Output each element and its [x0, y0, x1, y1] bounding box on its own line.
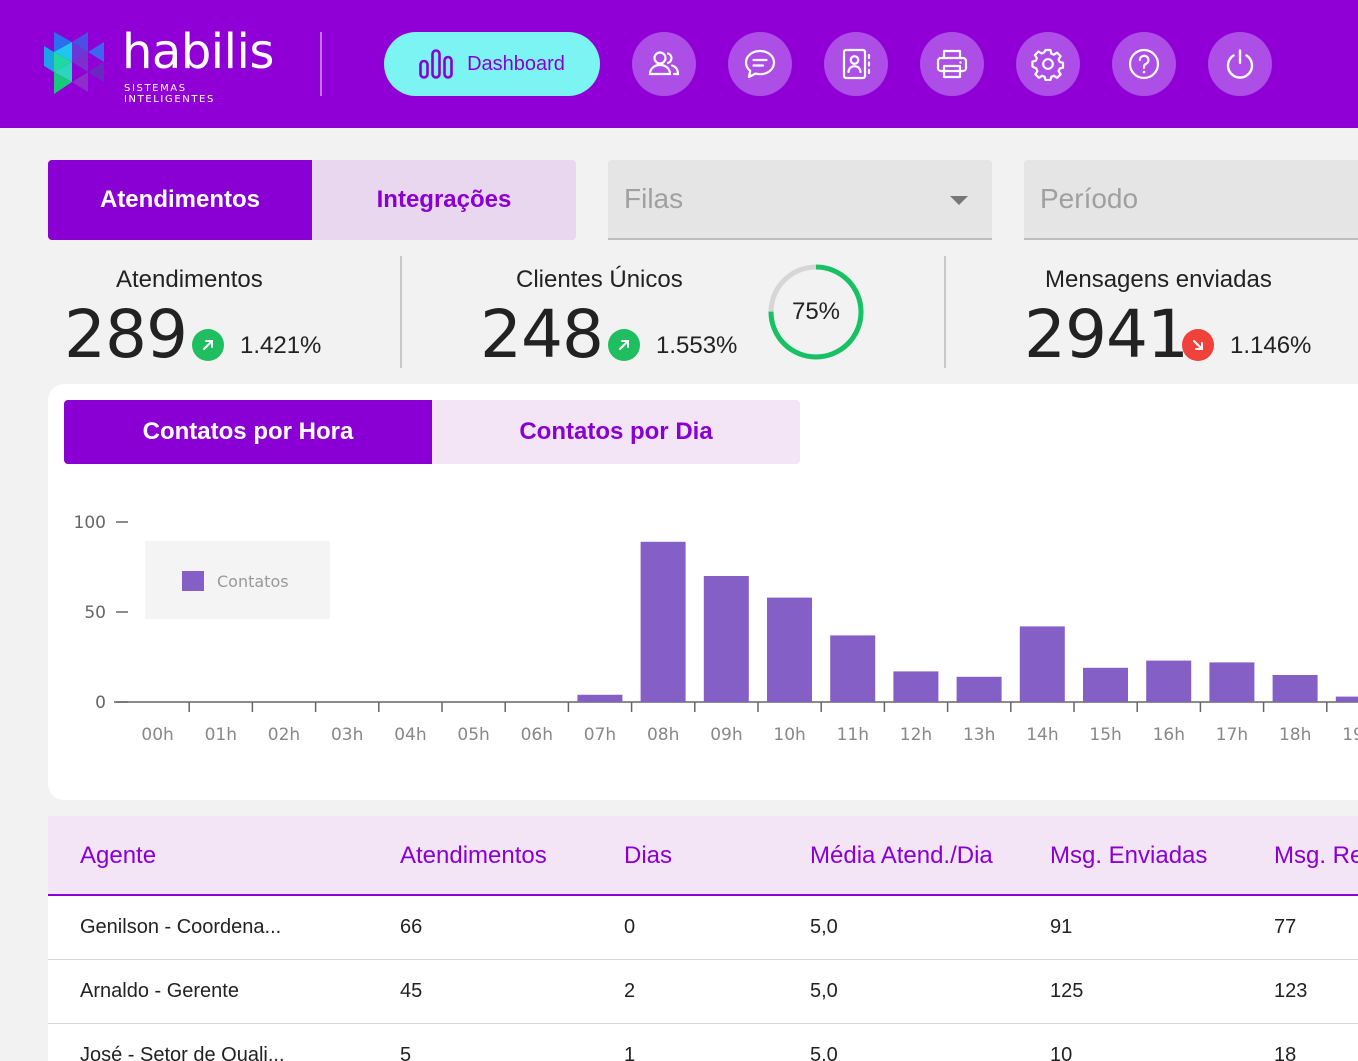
table-row[interactable]: Genilson - Coordena... 66 0 5,0 91 77	[48, 896, 1358, 960]
header-divider	[320, 32, 322, 96]
queue-select-placeholder: Filas	[624, 183, 684, 214]
column-header-media[interactable]: Média Atend./Dia	[810, 842, 993, 869]
table-cell-media: 5,0	[810, 1044, 838, 1061]
help-icon	[1128, 48, 1160, 80]
column-header-agente[interactable]: Agente	[80, 842, 157, 869]
table-cell-dias: 0	[624, 916, 636, 938]
table-cell-msg-recebidas: 123	[1274, 980, 1308, 1002]
nav-contacts-button[interactable]	[824, 32, 888, 96]
chat-icon	[744, 49, 776, 79]
nav-help-button[interactable]	[1112, 32, 1176, 96]
stat-atendimentos-label: Atendimentos	[116, 266, 263, 293]
table-cell-msg-enviadas: 91	[1050, 916, 1073, 938]
table-cell-atendimentos: 45	[400, 980, 423, 1002]
app-header: habilis SISTEMAS INTELIGENTES Dashboard	[0, 0, 1358, 128]
trend-up-icon	[192, 329, 224, 361]
stat-divider	[400, 256, 402, 368]
column-header-dias[interactable]: Dias	[624, 842, 673, 869]
table-cell-msg-enviadas: 125	[1050, 980, 1084, 1002]
table-cell-msg-recebidas: 18	[1274, 1044, 1297, 1061]
tab-integracoes[interactable]: Integrações	[312, 160, 576, 240]
table-cell-dias: 2	[624, 980, 636, 1002]
clientes-progress-ring	[768, 264, 864, 360]
stat-mensagens-change: 1.146%	[1230, 332, 1312, 359]
tab-contatos-por-hora[interactable]: Contatos por Hora	[64, 400, 432, 464]
nav-chat-button[interactable]	[728, 32, 792, 96]
nav-dashboard-button[interactable]: Dashboard	[384, 32, 600, 96]
table-cell-msg-recebidas: 77	[1274, 916, 1297, 938]
stat-clientes-value: 248	[480, 296, 604, 373]
nav-settings-button[interactable]	[1016, 32, 1080, 96]
stat-divider	[944, 256, 946, 368]
bar-chart-icon	[419, 49, 453, 79]
habilis-logo[interactable]: habilis SISTEMAS INTELIGENTES	[42, 24, 282, 105]
report-type-tabs: Atendimentos Integrações	[48, 160, 576, 240]
users-icon	[648, 51, 680, 76]
table-cell-media: 5,0	[810, 980, 838, 1002]
queue-select[interactable]: Filas	[608, 160, 992, 240]
nav-dashboard-label: Dashboard	[467, 52, 565, 75]
table-cell-msg-enviadas: 10	[1050, 1044, 1073, 1061]
tab-contatos-por-dia[interactable]: Contatos por Dia	[432, 400, 800, 464]
trend-down-icon	[1182, 329, 1214, 361]
table-row[interactable]: José - Setor de Quali... 5 1 5,0 10 18	[48, 1024, 1358, 1061]
table-cell-atendimentos: 5	[400, 1044, 412, 1061]
nav-users-button[interactable]	[632, 32, 696, 96]
stat-atendimentos-value: 289	[64, 296, 188, 373]
period-select-placeholder: Período	[1040, 183, 1139, 214]
gear-icon	[1031, 48, 1065, 81]
table-cell-media: 5,0	[810, 916, 838, 938]
table-cell-agente: Arnaldo - Gerente	[80, 980, 239, 1002]
agents-table: Agente Atendimentos Dias Média Atend./Di…	[48, 816, 1358, 1061]
table-cell-agente: Genilson - Coordena...	[80, 916, 282, 938]
table-header: Agente Atendimentos Dias Média Atend./Di…	[48, 816, 1358, 896]
column-header-atendimentos[interactable]: Atendimentos	[400, 842, 547, 869]
clientes-ring-label: 75%	[791, 298, 841, 325]
table-cell-agente: José - Setor de Quali...	[80, 1044, 285, 1061]
tab-atendimentos[interactable]: Atendimentos	[48, 160, 312, 240]
trend-up-icon	[608, 329, 640, 361]
logo-text: habilis	[122, 24, 274, 80]
stat-atendimentos-change: 1.421%	[240, 332, 322, 359]
logo-subtitle: SISTEMAS INTELIGENTES	[124, 83, 215, 105]
stat-clientes-change: 1.553%	[656, 332, 738, 359]
power-icon	[1226, 49, 1254, 79]
nav-printer-button[interactable]	[920, 32, 984, 96]
chevron-down-icon	[950, 196, 968, 205]
stat-mensagens-value: 2941	[1024, 296, 1189, 373]
column-header-msg-recebidas[interactable]: Msg. Re	[1274, 842, 1358, 869]
habilis-logo-mark-icon	[44, 32, 104, 94]
period-select[interactable]: Período	[1024, 160, 1358, 240]
stat-mensagens-label: Mensagens enviadas	[1045, 266, 1272, 293]
table-cell-atendimentos: 66	[400, 916, 423, 938]
contacts-icon	[842, 48, 871, 80]
nav-logout-button[interactable]	[1208, 32, 1272, 96]
table-cell-dias: 1	[624, 1044, 636, 1061]
chart-tabs: Contatos por Hora Contatos por Dia	[64, 400, 800, 464]
column-header-msg-enviadas[interactable]: Msg. Enviadas	[1050, 842, 1208, 869]
table-row[interactable]: Arnaldo - Gerente 45 2 5,0 125 123	[48, 960, 1358, 1024]
printer-icon	[936, 49, 968, 79]
stat-clientes-label: Clientes Únicos	[516, 266, 683, 293]
